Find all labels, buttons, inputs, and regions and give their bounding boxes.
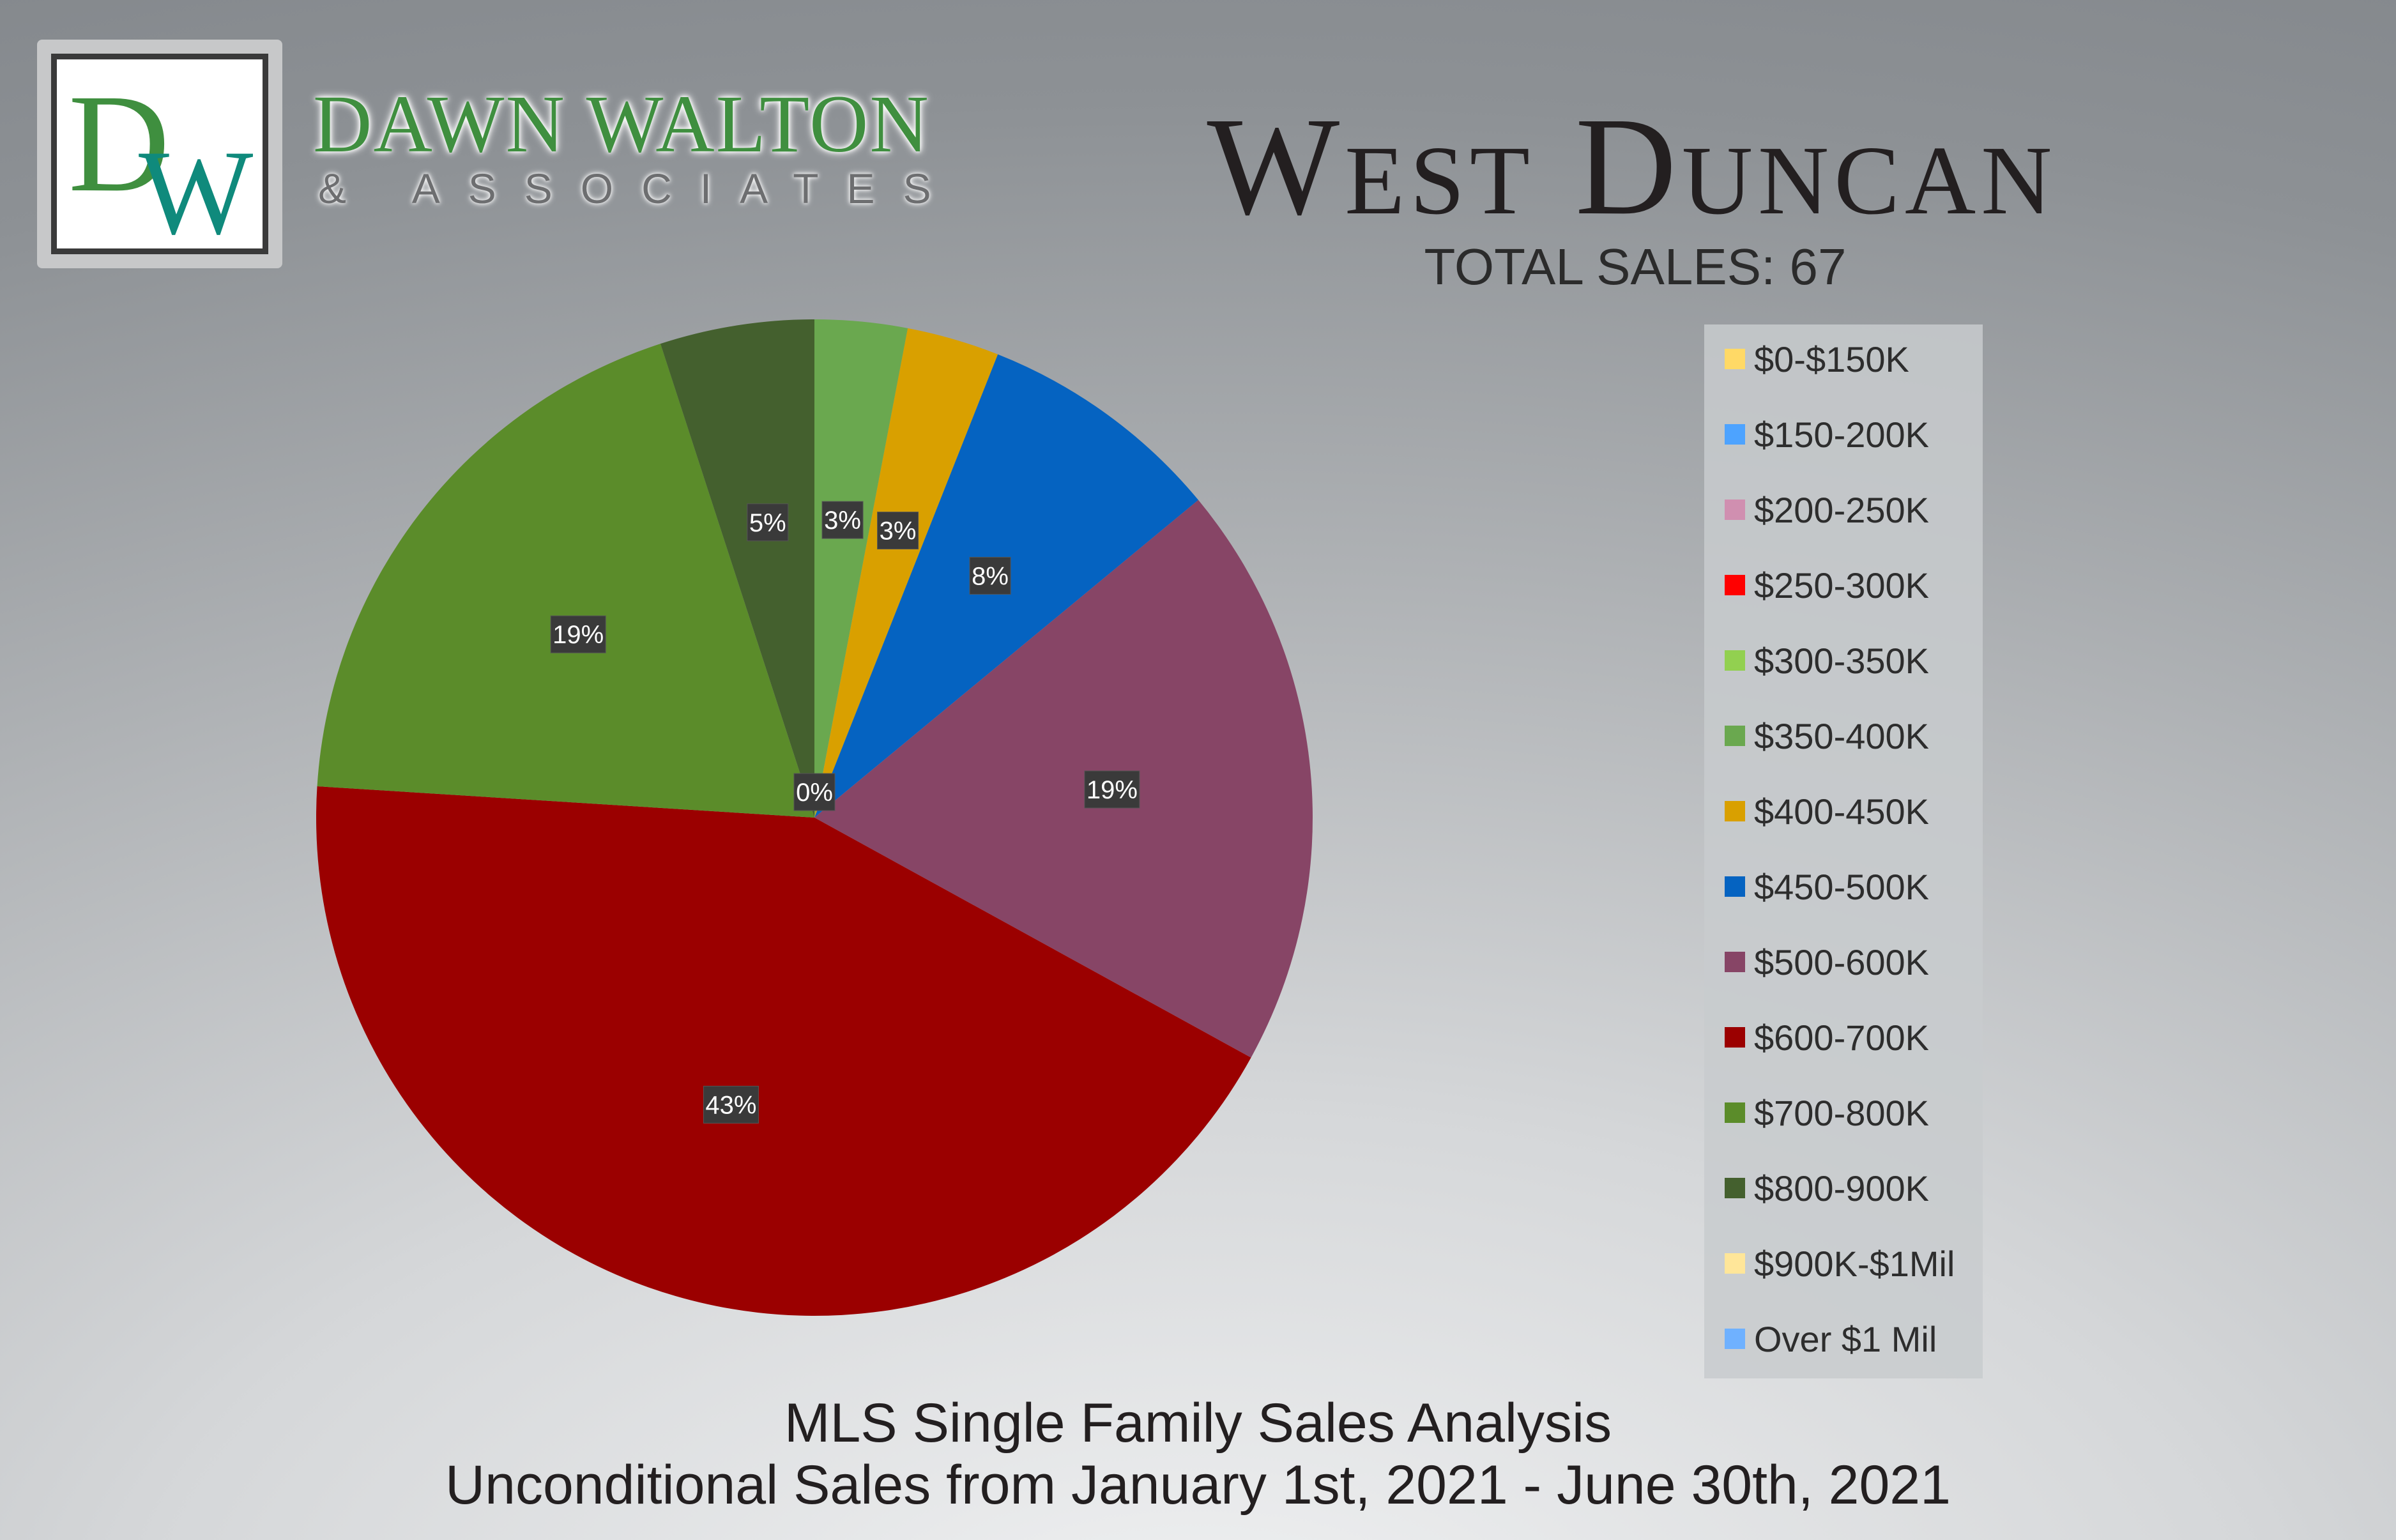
legend-item: $500-600K: [1725, 942, 1930, 982]
legend-label: $450-500K: [1754, 866, 1930, 907]
pie-labels: 0%0%0%0%0%3%3%8%19%43%19%5%0%0%: [550, 501, 1140, 1124]
data-label-800-900k: 5%: [747, 503, 789, 542]
total-sales: TOTAL SALES: 67: [1424, 238, 1847, 295]
legend-label: $500-600K: [1754, 942, 1930, 982]
legend-swatch: [1725, 349, 1745, 369]
data-label-box: [550, 615, 606, 653]
legend-item: $350-400K: [1725, 715, 1930, 756]
data-label-box: [969, 556, 1011, 595]
legend-label: $700-800K: [1754, 1092, 1930, 1133]
data-label-over-1-mil: 0%: [793, 773, 836, 811]
data-label-text: 19%: [1087, 776, 1138, 804]
data-label-box: [747, 503, 789, 542]
data-label-500-600k: 19%: [1084, 770, 1140, 809]
legend-item: $900K-$1Mil: [1725, 1243, 1955, 1284]
legend-swatch: [1725, 424, 1745, 445]
legend-label: $150-200K: [1754, 414, 1930, 455]
legend-swatch: [1725, 499, 1745, 520]
legend-item: $150-200K: [1725, 414, 1930, 455]
firm-name: DAWN WALTON: [313, 79, 930, 169]
legend-swatch: [1725, 726, 1745, 746]
legend-label: $300-350K: [1754, 640, 1930, 681]
pie-slice-600-700k: [316, 786, 1251, 1316]
pie-slice-800-900k: [660, 319, 814, 818]
legend-swatch: [1725, 1178, 1745, 1198]
data-label-400-450k: 3%: [877, 512, 919, 550]
legend-swatch: [1725, 801, 1745, 821]
legend-swatch: [1725, 952, 1745, 972]
data-label-text: 5%: [749, 509, 786, 537]
data-label-box: [821, 501, 864, 539]
legend-label: $0-$150K: [1754, 339, 1909, 379]
logo-letter-w: W: [139, 126, 253, 248]
legend-label: $400-450K: [1754, 791, 1930, 832]
legend-label: $600-700K: [1754, 1017, 1930, 1058]
legend-item: $0-$150K: [1725, 339, 1909, 379]
data-label-600-700k: 43%: [703, 1085, 759, 1124]
data-label-text: 19%: [553, 621, 604, 649]
data-label-text: 8%: [972, 562, 1009, 590]
pie-slice-350-400k: [814, 319, 908, 818]
legend-swatch: [1725, 650, 1745, 671]
legend-item: $600-700K: [1725, 1017, 1930, 1058]
data-label-450-500k: 8%: [969, 556, 1011, 595]
data-label-text: 3%: [880, 517, 917, 545]
pie-slice-700-800k: [317, 344, 814, 818]
legend-item: $300-350K: [1725, 640, 1930, 681]
legend-item: $400-450K: [1725, 791, 1930, 832]
legend-swatch: [1725, 876, 1745, 897]
firm-subtitle: & ASSOCIATES: [318, 165, 959, 212]
legend-label: $800-900K: [1754, 1168, 1930, 1208]
data-label-700-800k: 19%: [550, 615, 606, 653]
pie-slice-400-450k: [814, 328, 998, 818]
data-label-box: [703, 1085, 759, 1124]
legend-label: $200-250K: [1754, 489, 1930, 530]
legend-item: Over $1 Mil: [1725, 1318, 1937, 1359]
legend-swatch: [1725, 1102, 1745, 1123]
footer-date-range: Unconditional Sales from January 1st, 20…: [445, 1454, 1951, 1516]
logo-letter-d: D: [68, 65, 170, 221]
page-title: West Duncan: [1207, 88, 2057, 244]
legend-label: $900K-$1Mil: [1754, 1243, 1955, 1284]
data-label-350-400k: 3%: [821, 501, 864, 539]
legend-label: Over $1 Mil: [1754, 1318, 1937, 1359]
data-label-text: 43%: [705, 1091, 756, 1119]
legend-item: $250-300K: [1725, 565, 1930, 606]
legend: $0-$150K $150-200K $200-250K $250-300K $300-…: [1704, 324, 1983, 1378]
legend-item: $450-500K: [1725, 866, 1930, 907]
legend-swatch: [1725, 575, 1745, 595]
data-label-box: [877, 512, 919, 550]
data-label-text: 3%: [824, 507, 861, 535]
legend-swatch: [1725, 1329, 1745, 1349]
legend-item: $200-250K: [1725, 489, 1930, 530]
data-label-box: [793, 773, 836, 811]
logo-frame: D W: [51, 54, 268, 260]
logo-monogram: D W: [68, 65, 253, 260]
data-label-text: 0%: [796, 779, 833, 807]
legend-label: $350-400K: [1754, 715, 1930, 756]
pie-slice-500-600k: [814, 499, 1313, 1058]
legend-label: $250-300K: [1754, 565, 1930, 606]
legend-swatch: [1725, 1253, 1745, 1274]
pie-slices: [316, 319, 1313, 1316]
legend-item: $700-800K: [1725, 1092, 1930, 1133]
legend-swatch: [1725, 1027, 1745, 1048]
logo: D W: [37, 40, 282, 268]
data-label-box: [1084, 770, 1140, 809]
footer-subtitle: MLS Single Family Sales Analysis: [784, 1392, 1612, 1454]
legend-item: $800-900K: [1725, 1168, 1930, 1208]
